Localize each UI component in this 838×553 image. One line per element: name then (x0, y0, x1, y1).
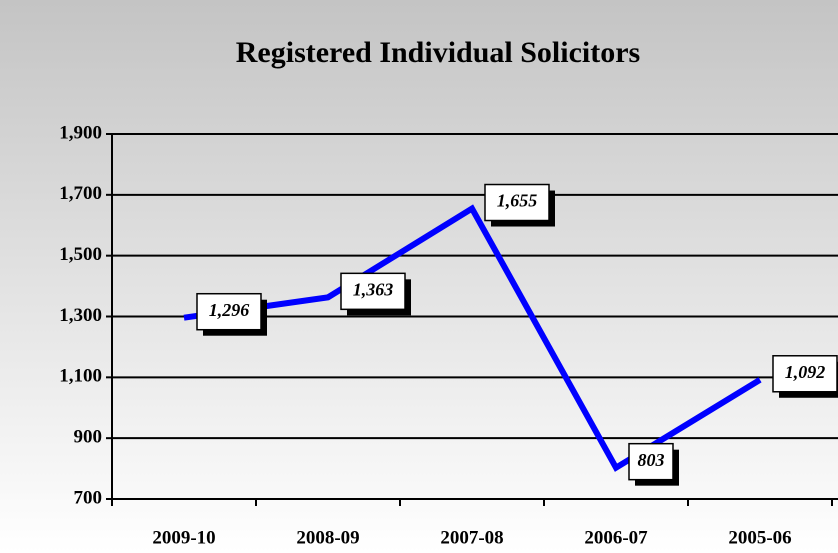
data-label: 803 (638, 450, 665, 470)
y-tick-label: 1,700 (59, 183, 102, 204)
label-box (340, 272, 406, 311)
data-label: 1,363 (353, 279, 394, 299)
x-tick-label: 2006-07 (584, 527, 648, 548)
data-label: 1,655 (497, 191, 538, 211)
y-tick-label: 900 (74, 427, 103, 448)
label-box (628, 442, 674, 481)
line (183, 204, 762, 472)
label-box (196, 292, 262, 331)
label-box (772, 355, 838, 393)
y-tick-label: 1,300 (59, 305, 102, 326)
y-tick-label: 1,900 (59, 122, 102, 143)
x-tick-label: 2005-06 (728, 527, 791, 548)
chart-title: Registered Individual Solicitors (236, 36, 640, 69)
y-tick-label: 700 (74, 487, 103, 508)
label-box (484, 183, 550, 222)
x-tick-label: 2009-10 (152, 527, 215, 548)
data-label: 1,092 (785, 362, 826, 382)
x-tick-label: 2007-08 (440, 527, 503, 548)
x-tick-label: 2008-09 (296, 527, 359, 548)
data-label: 1,296 (209, 300, 250, 320)
y-tick-label: 1,500 (59, 244, 102, 265)
y-tick-label: 1,100 (59, 366, 102, 387)
